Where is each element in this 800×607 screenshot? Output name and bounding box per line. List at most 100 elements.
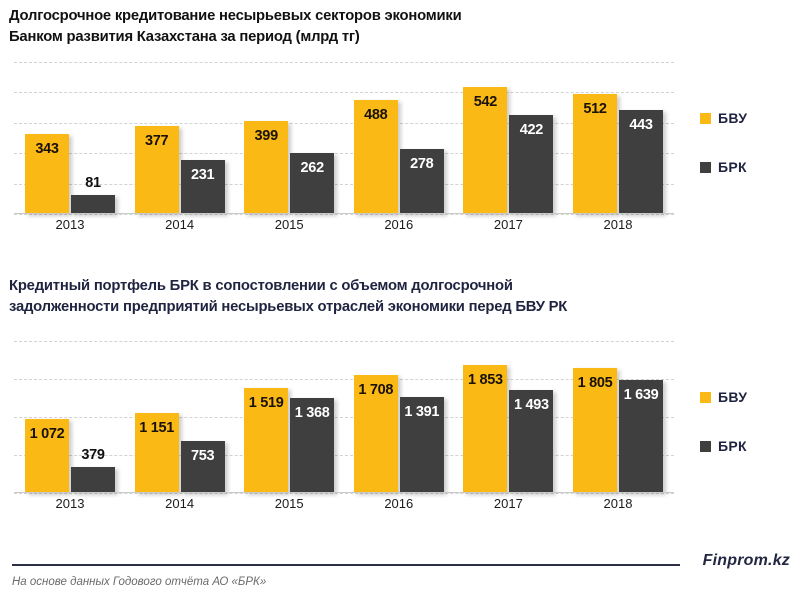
bar-брк-2013[interactable]: 81 [71, 175, 115, 214]
legend-item-бву[interactable]: БВУ [700, 389, 796, 405]
legend-label: БВУ [718, 110, 748, 126]
chart1-title: Долгосрочное кредитование несырьевых сек… [9, 6, 462, 49]
bar-бву-2013[interactable]: 343 [25, 133, 69, 214]
chart2-baseline [14, 492, 674, 493]
bar-брк-2015[interactable]: 1 368 [290, 398, 335, 493]
gridline [14, 379, 674, 380]
bar-group: 542 422 [458, 62, 558, 214]
bar-бву-2014[interactable]: 1 151 [134, 413, 179, 493]
bar-group: 399 262 [239, 62, 339, 214]
bar-бву-2018[interactable]: 1 805 [572, 368, 617, 493]
legend-swatch-icon [700, 440, 711, 452]
legend-swatch-icon [700, 391, 711, 403]
chart2-title-line1: Кредитный портфель БРК в сопостовлении с… [9, 278, 513, 294]
bar-брк-2017[interactable]: 1 493 [509, 389, 554, 493]
x-tick-2014: 2014 [165, 496, 195, 511]
bar-брк-2014[interactable]: 231 [180, 159, 225, 214]
chart1-bar-groups: 343 81 377 231 399 262 488 278 542 422 512 443 [14, 62, 674, 214]
legend-item-бву[interactable]: БВУ [700, 110, 796, 126]
bar-брк-2016[interactable]: 278 [399, 149, 444, 214]
chart1-legend: БВУ БРК [700, 110, 796, 208]
bar-бву-2016[interactable]: 488 [353, 99, 398, 214]
bar-group: 1 708 1 391 [349, 341, 449, 493]
bar-group: 1 151 753 [130, 341, 230, 493]
bar-value-label: 1 368 [294, 405, 330, 422]
bar-бву-2017[interactable]: 542 [463, 87, 508, 214]
legend-item-брк[interactable]: БРК [700, 438, 796, 454]
bar-value-label: 1 493 [513, 396, 549, 413]
gridline [14, 183, 674, 185]
gridline [14, 455, 674, 456]
x-tick-2018: 2018 [603, 217, 633, 232]
bar-брк-2015[interactable]: 262 [290, 152, 335, 214]
chart2-plot-area: 1 072 379 1 151 753 1 519 1 368 1 708 1 391 1 85… [14, 341, 674, 494]
bar-group: 512 443 [568, 62, 668, 214]
bar-бву-2015[interactable]: 1 519 [244, 388, 289, 493]
footer: Finprom.kz На основе данных Годового отч… [0, 550, 800, 607]
chart2-legend: БВУ БРК [700, 389, 796, 487]
bar-value-label: 231 [190, 166, 215, 183]
bar-бву-2013[interactable]: 1 072 [25, 418, 69, 493]
bar-бву-2016[interactable]: 1 708 [353, 375, 398, 493]
bar-value-label: 1 639 [623, 386, 659, 403]
x-tick-2017: 2017 [493, 217, 523, 232]
gridline [14, 417, 674, 418]
bar-брк-2018[interactable]: 443 [618, 110, 663, 214]
chart1-x-axis: 2013 2014 2015 2016 2017 2018 [14, 217, 674, 237]
bar-value-label: 81 [85, 175, 101, 192]
x-tick-2016: 2016 [384, 217, 414, 232]
bar-бву-2017[interactable]: 1 853 [463, 364, 508, 493]
x-tick-2016: 2016 [384, 496, 414, 511]
x-tick-2013: 2013 [55, 496, 85, 511]
bar-брк-2014[interactable]: 753 [180, 440, 225, 493]
bar-брк-2018[interactable]: 1 639 [618, 379, 663, 493]
bar-value-label: 1 151 [139, 420, 174, 437]
chart-long-term-lending: 343 81 377 231 399 262 488 278 542 422 512 443 2013… [0, 62, 800, 237]
bar-бву-2015[interactable]: 399 [244, 120, 289, 214]
source-note: На основе данных Годового отчёта АО «БРК… [12, 576, 267, 588]
x-tick-2014: 2014 [165, 217, 195, 232]
bar-value-label: 1 853 [467, 371, 503, 388]
chart1-title-line1: Долгосрочное кредитование несырьевых сек… [9, 8, 462, 24]
legend-item-брк[interactable]: БРК [700, 159, 796, 175]
bar-value-label: 1 072 [29, 425, 65, 442]
bar-value-label: 1 391 [404, 403, 440, 420]
bar-group: 343 81 [20, 62, 120, 214]
x-tick-2015: 2015 [274, 217, 304, 232]
chart1-plot-area: 343 81 377 231 399 262 488 278 542 422 512 443 [14, 62, 674, 215]
bar-group: 1 072 379 [20, 341, 120, 493]
chart1-baseline [14, 213, 674, 214]
legend-swatch-icon [700, 161, 711, 173]
bar-value-label: 1 519 [248, 395, 284, 412]
bar-value-label: 262 [300, 159, 325, 176]
gridline [14, 341, 674, 342]
bar-брк-2017[interactable]: 422 [509, 115, 554, 214]
bar-value-label: 399 [254, 127, 279, 144]
gridline [14, 153, 674, 155]
bar-value-label: 343 [35, 140, 59, 157]
x-tick-2018: 2018 [603, 496, 633, 511]
chart1-title-line2: Банком развития Казахстана за период (мл… [9, 29, 360, 46]
footer-divider [12, 564, 680, 566]
bar-value-label: 512 [583, 101, 607, 118]
bar-брк-2016[interactable]: 1 391 [399, 396, 444, 493]
chart2-title-line2: задолженности предприятий несырьевых отр… [9, 299, 568, 316]
brand-logo: Finprom.kz [702, 552, 790, 569]
chart-credit-portfolio: 1 072 379 1 151 753 1 519 1 368 1 708 1 391 1 85… [0, 341, 800, 516]
bar-value-label: 278 [410, 156, 434, 172]
gridline [14, 493, 674, 494]
bar-value-label: 1 805 [577, 375, 613, 392]
bar-group: 1 805 1 639 [568, 341, 668, 493]
chart2-title: Кредитный портфель БРК в сопостовлении с… [9, 276, 567, 319]
gridline [14, 92, 674, 94]
bar-бву-2014[interactable]: 377 [134, 125, 179, 214]
chart2-bar-groups: 1 072 379 1 151 753 1 519 1 368 1 708 1 391 1 85… [14, 341, 674, 493]
bar-value-label: 422 [519, 122, 544, 139]
bar-value-label: 379 [81, 446, 105, 463]
bar-бву-2018[interactable]: 512 [572, 94, 617, 214]
bar-брк-2013[interactable]: 379 [71, 447, 115, 493]
bar-value-label: 377 [144, 132, 169, 149]
gridline [14, 122, 674, 124]
bar-group: 1 853 1 493 [458, 341, 558, 493]
